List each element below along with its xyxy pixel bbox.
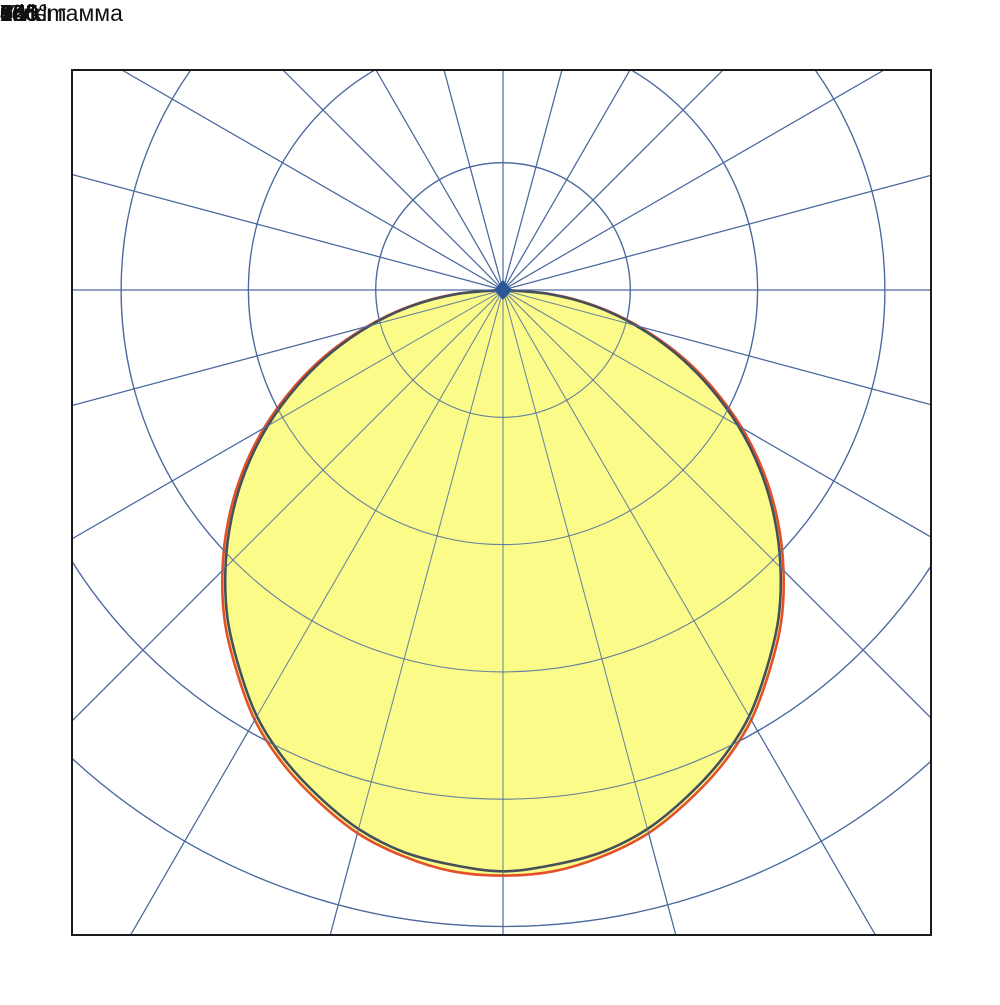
polar-photometric-chart	[71, 69, 932, 936]
